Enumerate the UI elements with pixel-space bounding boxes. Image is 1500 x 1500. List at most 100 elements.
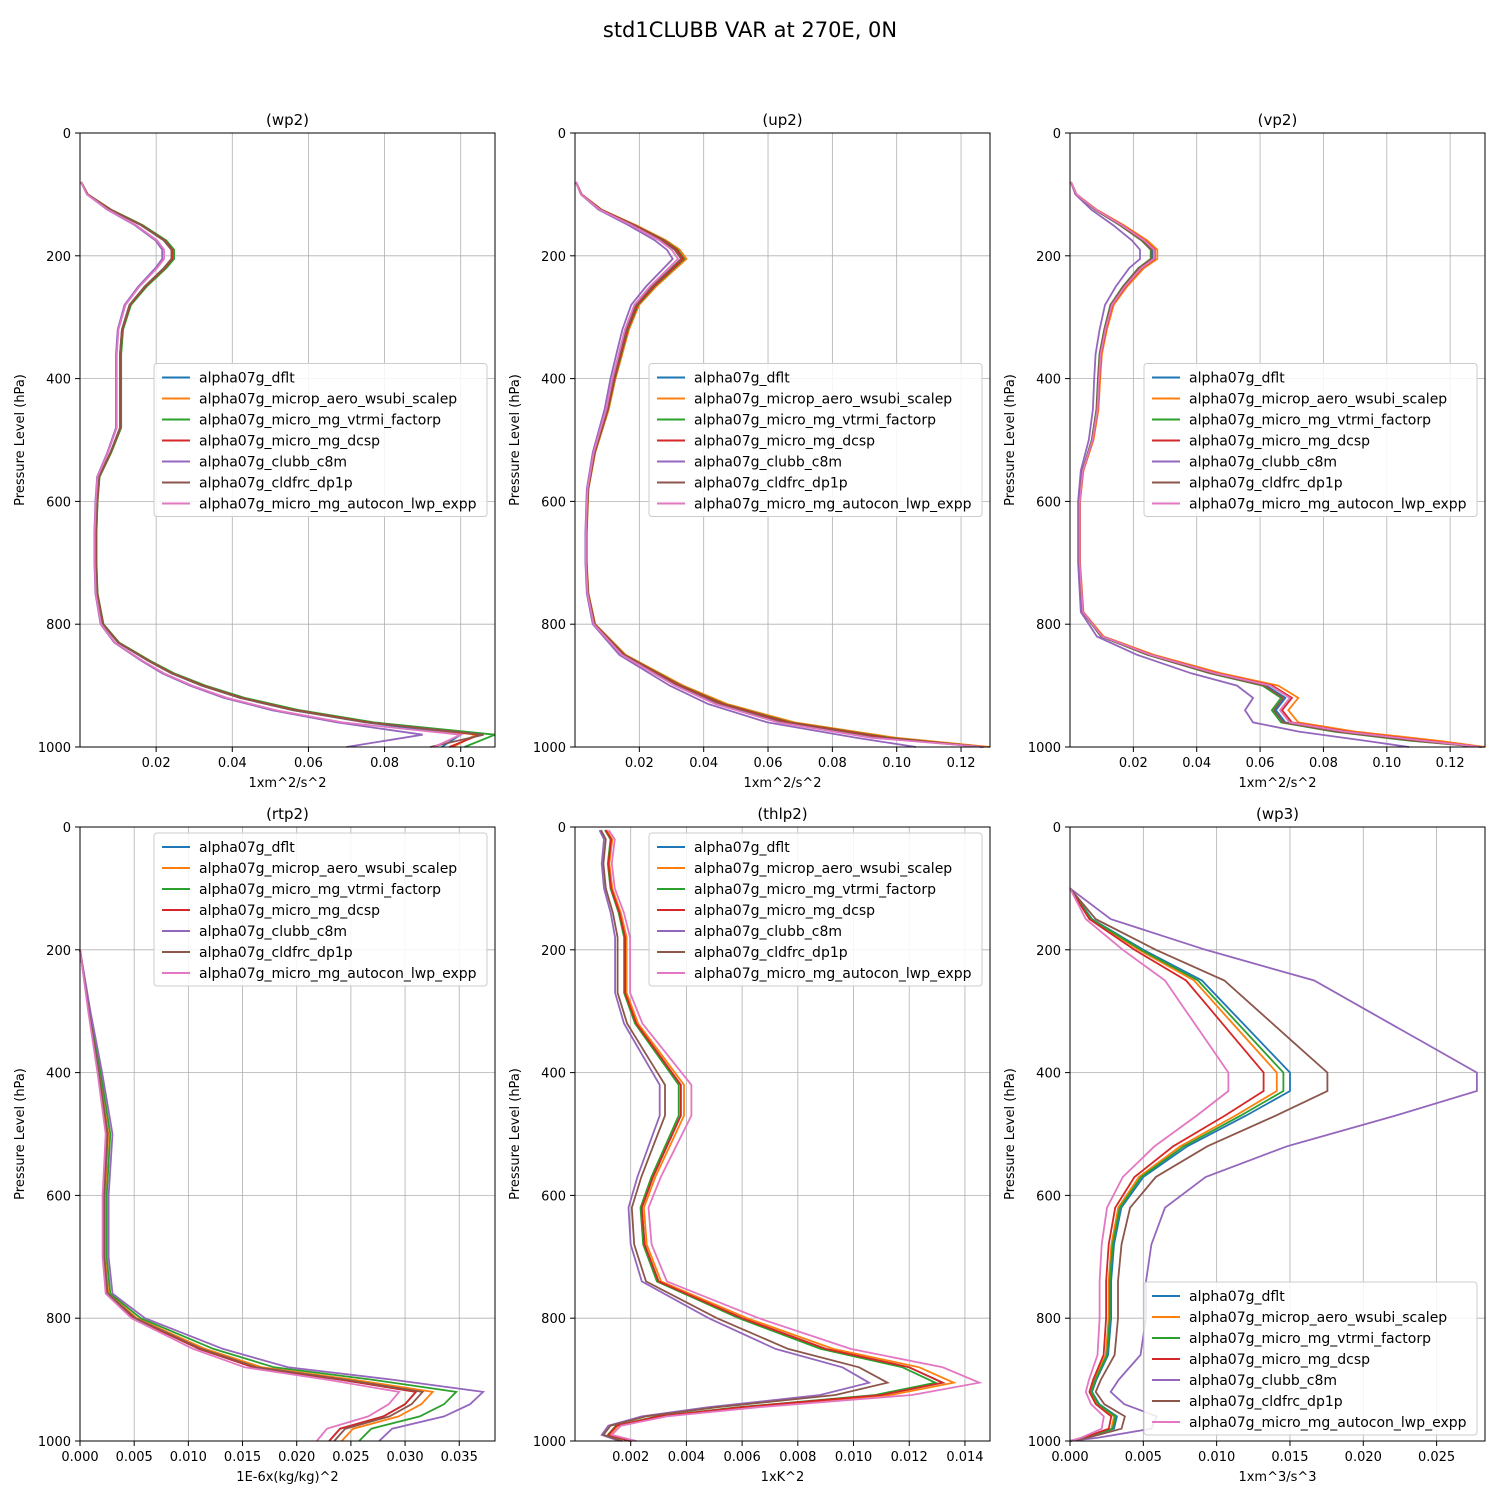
legend-label: alpha07g_clubb_c8m [1189,455,1337,471]
y-tick-label: 800 [541,618,566,633]
panel-title: (rtp2) [266,805,309,823]
legend-label: alpha07g_cldfrc_dp1p [1189,476,1343,492]
y-axis-label: Pressure Level (hPa) [13,1068,28,1200]
x-tick-label: 0.035 [441,1450,478,1465]
series-line [1069,887,1478,1442]
x-tick-label: 0.005 [1125,1450,1162,1465]
legend-label: alpha07g_micro_mg_dcsp [694,903,875,919]
x-tick-label: 0.020 [278,1450,315,1465]
x-tick-label: 0.006 [724,1450,761,1465]
y-tick-label: 600 [46,1189,71,1204]
chart-panel: 0.02 0.04 0.06 0.08 0.10 0.12 0 200 400 600 800 100… [1003,111,1486,791]
x-tick-label: 0.08 [818,756,847,771]
legend-label: alpha07g_micro_mg_autocon_lwp_expp [1189,497,1467,513]
x-tick-label: 0.020 [1345,1450,1382,1465]
x-tick-label: 0.004 [668,1450,705,1465]
x-tick-label: 0.015 [224,1450,261,1465]
series-line [575,181,984,748]
x-tick-label: 0.025 [332,1450,369,1465]
x-tick-label: 0.10 [882,756,911,771]
x-tick-label: 0.08 [370,756,399,771]
figure-title: std1CLUBB VAR at 270E, 0N [603,18,897,42]
legend-label: alpha07g_microp_aero_wsubi_scalep [1189,392,1447,408]
series-line [1069,887,1329,1442]
axes-frame [79,826,496,1442]
legend: alpha07g_dflt alpha07g_microp_aero_wsubi_… [648,832,983,987]
x-tick-label: 0.12 [1436,756,1465,771]
legend-label: alpha07g_microp_aero_wsubi_scalep [199,861,457,877]
panel-title: (thlp2) [757,805,807,823]
chart-panel: 0.000 0.005 0.010 0.015 0.020 0.025 0 200 400 600… [1003,805,1486,1485]
x-tick-label: 0.030 [386,1450,423,1465]
series-line [79,949,401,1442]
x-tick-label: 0.002 [612,1450,649,1465]
legend-label: alpha07g_dflt [694,840,790,856]
panel-title: (wp2) [266,111,309,129]
legend-label: alpha07g_dflt [694,371,790,387]
legend-label: alpha07g_cldfrc_dp1p [1189,1394,1343,1410]
x-tick-label: 0.025 [1418,1450,1455,1465]
y-tick-label: 400 [541,1067,566,1082]
y-tick-label: 200 [1036,944,1061,959]
y-tick-label: 200 [1036,250,1061,265]
y-tick-label: 0 [558,127,566,142]
legend-label: alpha07g_micro_mg_vtrmi_factorp [1189,413,1431,429]
legend-label: alpha07g_micro_mg_vtrmi_factorp [694,882,936,898]
legend-label: alpha07g_microp_aero_wsubi_scalep [694,392,952,408]
legend-label: alpha07g_micro_mg_dcsp [199,903,380,919]
legend-label: alpha07g_cldfrc_dp1p [694,476,848,492]
x-tick-label: 0.000 [61,1450,98,1465]
legend-label: alpha07g_micro_mg_autocon_lwp_expp [199,966,477,982]
y-tick-label: 400 [541,373,566,388]
legend-label: alpha07g_dflt [1189,371,1285,387]
y-axis-label: Pressure Level (hPa) [1003,374,1018,506]
legend-label: alpha07g_clubb_c8m [694,455,842,471]
x-tick-label: 0.005 [116,1450,153,1465]
x-tick-label: 0.04 [689,756,718,771]
series-line [1069,887,1230,1442]
panel-title: (up2) [762,111,802,129]
legend-box [153,832,488,987]
legend-label: alpha07g_micro_mg_autocon_lwp_expp [694,497,972,513]
legend: alpha07g_dflt alpha07g_microp_aero_wsubi_… [1143,1281,1478,1436]
series-line [79,949,459,1442]
y-tick-label: 0 [1053,821,1061,836]
legend-label: alpha07g_cldfrc_dp1p [694,945,848,961]
legend-box [153,363,488,517]
series-line [1069,887,1265,1442]
series-line [575,181,984,748]
x-tick-label: 0.014 [946,1450,983,1465]
x-axis-label: 1xm^3/s^3 [1238,1470,1316,1485]
y-tick-label: 1000 [533,1435,566,1450]
legend-label: alpha07g_dflt [199,840,295,856]
y-axis-label: Pressure Level (hPa) [508,374,523,506]
chart-panel: 0.002 0.004 0.006 0.008 0.010 0.012 0.014 0 200 4… [508,805,991,1485]
x-tick-label: 0.010 [1198,1450,1235,1465]
y-tick-label: 400 [1036,1067,1061,1082]
legend-label: alpha07g_clubb_c8m [199,455,347,471]
legend-label: alpha07g_micro_mg_autocon_lwp_expp [694,966,972,982]
y-axis-label: Pressure Level (hPa) [13,374,28,506]
legend-label: alpha07g_micro_mg_dcsp [1189,1352,1370,1368]
axes-frame [1069,826,1486,1442]
x-tick-label: 0.04 [1182,756,1211,771]
legend-label: alpha07g_clubb_c8m [1189,1373,1337,1389]
series-line [598,829,872,1442]
legend-label: alpha07g_micro_mg_autocon_lwp_expp [1189,1415,1467,1431]
x-tick-label: 0.000 [1051,1450,1088,1465]
series-line [79,949,486,1442]
y-tick-label: 1000 [38,1435,71,1450]
y-tick-label: 800 [46,618,71,633]
y-tick-label: 600 [46,495,71,510]
y-tick-label: 0 [558,821,566,836]
series-line [604,829,946,1442]
x-tick-label: 0.010 [835,1450,872,1465]
x-tick-label: 0.06 [754,756,783,771]
x-tick-label: 0.02 [142,756,171,771]
x-tick-label: 0.04 [218,756,247,771]
legend-label: alpha07g_microp_aero_wsubi_scalep [1189,1310,1447,1326]
legend: alpha07g_dflt alpha07g_microp_aero_wsubi_… [1143,363,1478,517]
y-tick-label: 600 [1036,495,1061,510]
y-tick-label: 600 [541,1189,566,1204]
y-tick-label: 0 [63,821,71,836]
